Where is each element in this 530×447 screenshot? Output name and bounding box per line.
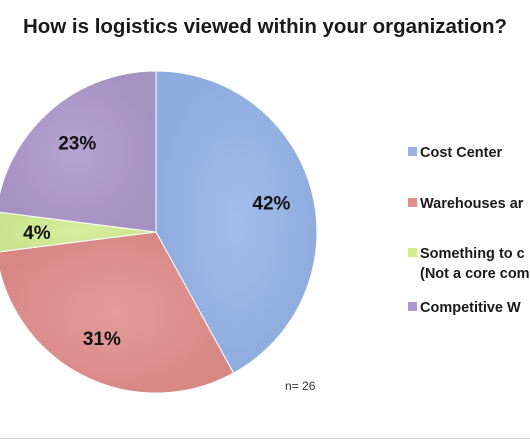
pie-slice	[0, 231, 235, 394]
pie-slice	[155, 70, 318, 374]
slice-data-label: 42%	[252, 193, 290, 214]
sample-size-annotation: n= 26	[285, 379, 316, 393]
slice-data-label: 31%	[83, 329, 121, 350]
legend-swatch	[408, 147, 417, 156]
chart-title: How is logistics viewed within your orga…	[23, 15, 507, 38]
pie-slice	[0, 70, 157, 233]
slice-data-label: 23%	[58, 134, 96, 155]
legend-label: Warehouses ar	[420, 196, 524, 212]
legend-swatch	[408, 248, 417, 257]
bottom-border	[0, 438, 530, 439]
slice-data-label: 4%	[23, 223, 51, 244]
legend-label: Something to c	[420, 246, 525, 262]
legend-label: (Not a core com	[420, 266, 530, 282]
legend-label: Cost Center	[420, 145, 503, 161]
legend-swatch	[408, 198, 417, 207]
pie-slice	[0, 211, 157, 253]
legend-label: Competitive W	[420, 300, 521, 316]
legend-swatch	[408, 302, 417, 311]
